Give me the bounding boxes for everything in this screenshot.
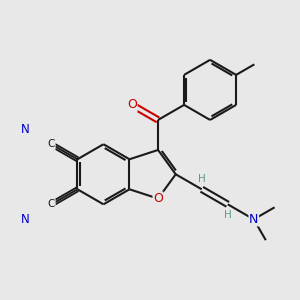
Text: N: N	[21, 213, 30, 226]
Text: O: O	[127, 98, 137, 111]
Text: H: H	[198, 174, 206, 184]
Text: H: H	[224, 210, 232, 220]
Text: C: C	[48, 139, 55, 149]
Text: N: N	[249, 213, 259, 226]
Text: O: O	[153, 192, 163, 205]
Text: N: N	[21, 123, 30, 136]
Text: C: C	[48, 199, 55, 209]
